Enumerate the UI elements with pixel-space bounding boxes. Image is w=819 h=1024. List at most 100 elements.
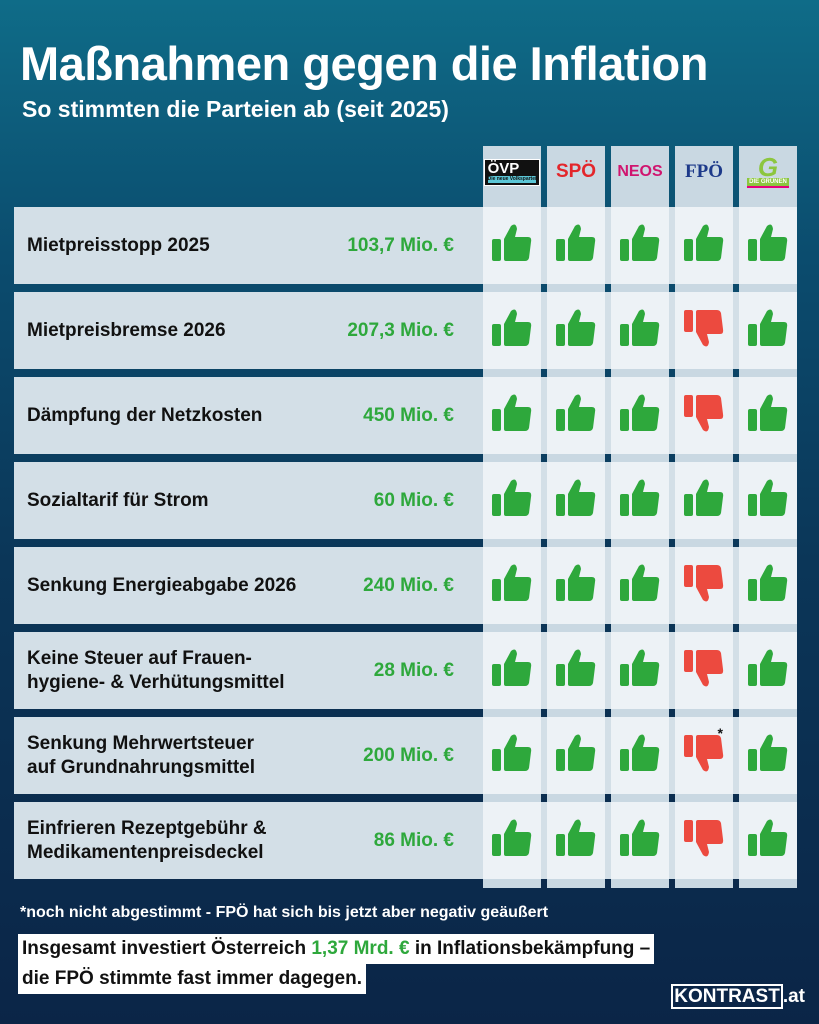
page-title: Maßnahmen gegen die Inflation — [20, 37, 708, 90]
thumbs-up-icon — [618, 816, 662, 865]
party-logo-4: G DIE GRÜNEN — [739, 146, 797, 198]
vote-cell — [547, 292, 605, 369]
summary-line2: die FPÖ stimmte fast immer dagegen. — [18, 964, 366, 994]
thumbs-up-icon — [554, 646, 598, 695]
thumbs-up-icon — [618, 561, 662, 610]
thumbs-down-icon — [682, 816, 726, 865]
vote-cell — [675, 802, 733, 879]
vote-cell — [547, 377, 605, 454]
page-subtitle: So stimmten die Parteien ab (seit 2025) — [22, 96, 449, 122]
thumbs-down-icon — [682, 561, 726, 610]
vote-cell — [739, 632, 797, 709]
summary-text: Insgesamt investiert Österreich — [22, 938, 312, 959]
summary-text: in Inflationsbekämpfung – — [409, 938, 651, 959]
vote-cell — [675, 547, 733, 624]
thumbs-up-icon — [554, 816, 598, 865]
vote-cell — [483, 547, 541, 624]
thumbs-down-icon — [682, 391, 726, 440]
vote-cell — [611, 292, 669, 369]
vote-cell — [739, 462, 797, 539]
brand-logo: KONTRAST .at — [671, 984, 805, 1009]
vote-cell — [483, 292, 541, 369]
table-row: Mietpreisbremse 2026 207,3 Mio. € — [14, 292, 797, 369]
measure-amount: 200 Mio. € — [363, 744, 454, 766]
table-row: Dämpfung der Netzkosten 450 Mio. € — [14, 377, 797, 454]
vote-cell — [739, 292, 797, 369]
vote-cell — [547, 717, 605, 794]
thumbs-up-icon — [490, 731, 534, 780]
thumbs-up-icon — [746, 646, 790, 695]
vote-cell — [483, 207, 541, 284]
measure-amount: 28 Mio. € — [373, 659, 454, 681]
vote-cell — [547, 632, 605, 709]
thumbs-up-icon — [746, 476, 790, 525]
measure-label: Mietpreisstopp 2025 — [27, 234, 210, 256]
vote-cell — [483, 462, 541, 539]
vote-cell — [675, 207, 733, 284]
party-logo-0: ÖVP Die neue Volkspartei — [483, 146, 541, 198]
vote-cell — [611, 632, 669, 709]
vote-cell — [675, 377, 733, 454]
thumbs-up-icon — [746, 221, 790, 270]
measure-amount: 450 Mio. € — [363, 404, 454, 426]
thumbs-down-icon — [682, 646, 726, 695]
thumbs-up-icon — [490, 476, 534, 525]
thumbs-up-icon — [490, 646, 534, 695]
measure-label: Einfrieren Rezeptgebühr & Medikamentenpr… — [27, 817, 267, 863]
table-row: Keine Steuer auf Frauen- hygiene- & Verh… — [14, 632, 797, 709]
measure-label: Senkung Mehrwertsteuer auf Grundnahrungs… — [27, 732, 255, 778]
thumbs-up-icon — [682, 221, 726, 270]
thumbs-up-icon — [618, 646, 662, 695]
thumbs-up-icon — [490, 391, 534, 440]
measure-label: Senkung Energieabgabe 2026 — [27, 574, 297, 596]
vote-cell — [675, 462, 733, 539]
vote-cell — [675, 292, 733, 369]
party-logo-2: NEOS — [611, 146, 669, 198]
thumbs-up-icon — [618, 731, 662, 780]
vote-cell — [483, 377, 541, 454]
vote-cell — [739, 207, 797, 284]
vote-cell — [547, 207, 605, 284]
thumbs-up-icon — [746, 561, 790, 610]
summary: Insgesamt investiert Österreich 1,37 Mrd… — [18, 934, 655, 994]
thumbs-up-icon — [554, 221, 598, 270]
vote-cell — [611, 717, 669, 794]
measure-amount: 86 Mio. € — [373, 829, 454, 851]
vote-cell — [547, 547, 605, 624]
thumbs-up-icon — [554, 561, 598, 610]
thumbs-up-icon — [490, 221, 534, 270]
vote-cell — [739, 717, 797, 794]
vote-cell — [547, 462, 605, 539]
vote-cell — [675, 632, 733, 709]
thumbs-up-icon — [618, 391, 662, 440]
thumbs-up-icon — [746, 306, 790, 355]
vote-cell — [739, 802, 797, 879]
vote-cell — [547, 802, 605, 879]
thumbs-down-icon — [682, 731, 726, 780]
thumbs-up-icon — [490, 306, 534, 355]
vote-cell — [483, 802, 541, 879]
vote-cell — [483, 632, 541, 709]
summary-total: 1,37 Mrd. € — [311, 938, 410, 959]
measure-amount: 207,3 Mio. € — [347, 319, 454, 341]
measure-label: Mietpreisbremse 2026 — [27, 319, 226, 341]
thumbs-up-icon — [490, 816, 534, 865]
party-logo-1: SPÖ — [547, 146, 605, 198]
measure-label: Dämpfung der Netzkosten — [27, 404, 263, 426]
thumbs-up-icon — [554, 306, 598, 355]
thumbs-up-icon — [682, 476, 726, 525]
vote-cell — [483, 717, 541, 794]
thumbs-up-icon — [490, 561, 534, 610]
table-row: Einfrieren Rezeptgebühr & Medikamentenpr… — [14, 802, 797, 879]
thumbs-up-icon — [746, 731, 790, 780]
measure-amount: 60 Mio. € — [373, 489, 454, 511]
vote-cell — [611, 207, 669, 284]
table-row: Sozialtarif für Strom 60 Mio. € — [14, 462, 797, 539]
table-row: Senkung Energieabgabe 2026 240 Mio. € — [14, 547, 797, 624]
thumbs-up-icon — [746, 816, 790, 865]
brand-name: KONTRAST — [671, 984, 783, 1009]
thumbs-up-icon — [618, 476, 662, 525]
thumbs-up-icon — [554, 731, 598, 780]
thumbs-up-icon — [746, 391, 790, 440]
vote-cell — [611, 547, 669, 624]
